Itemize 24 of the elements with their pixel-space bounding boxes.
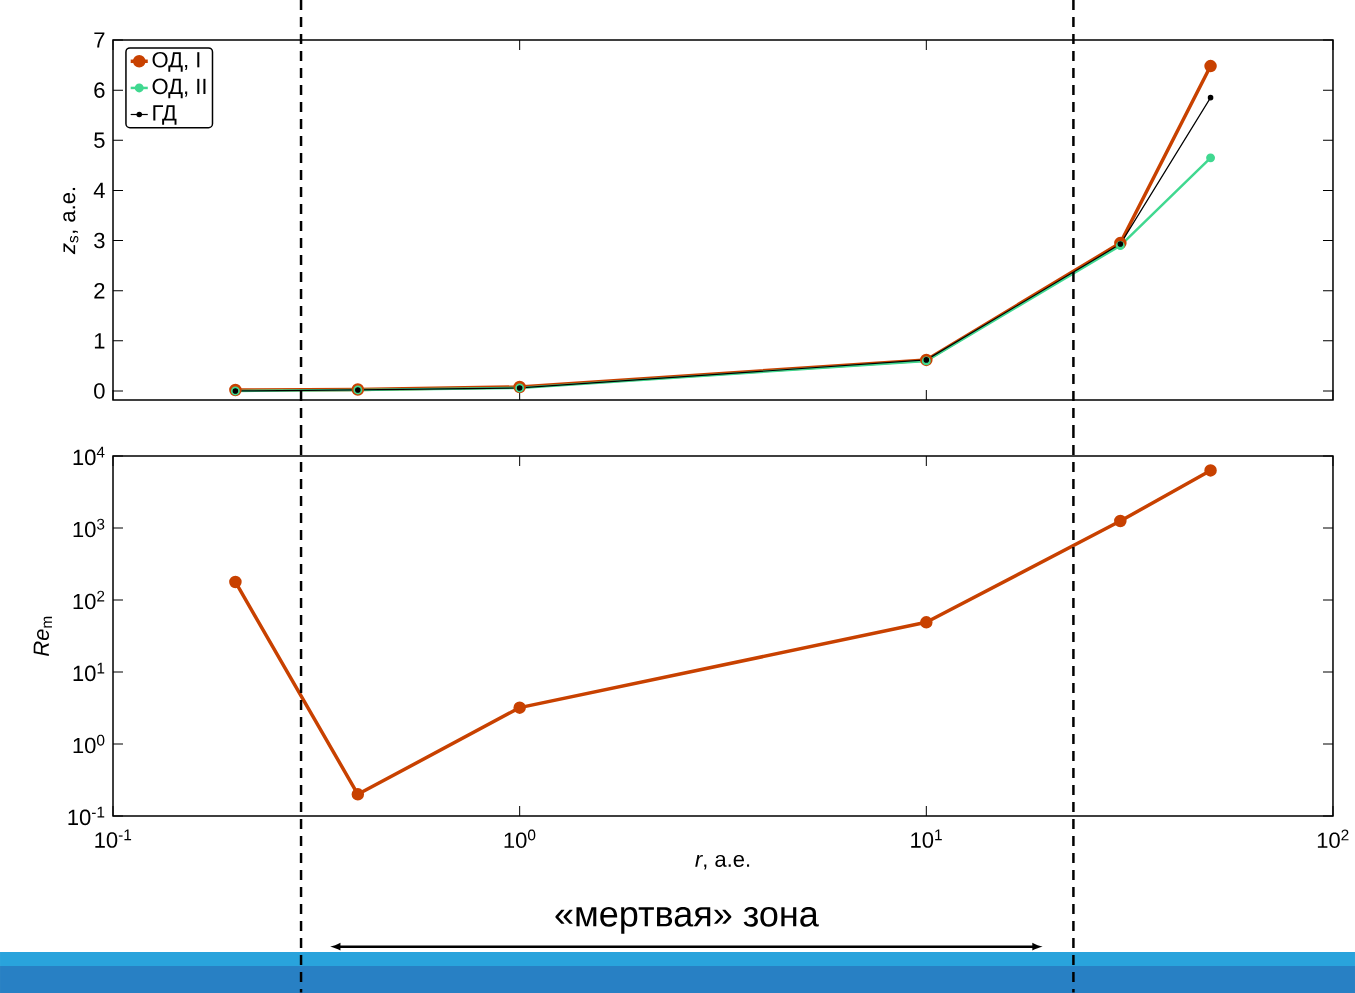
y-tick-label: 1 <box>94 333 105 349</box>
y-tick-label: 10$^{4}$ <box>73 446 105 466</box>
y-tick-label: 3 <box>94 232 105 249</box>
y-axis-title: z$_{s}$, а.е. <box>63 187 79 255</box>
y-tick-label: 0 <box>94 383 105 399</box>
y-tick-label: 10$^{2}$ <box>73 590 105 610</box>
x-tick-label: 10$^{0}$ <box>504 829 536 849</box>
y-tick-label: 10$^{0}$ <box>73 734 105 754</box>
y-tick-label: 5 <box>94 132 105 148</box>
legend-label: ОД, II <box>152 78 206 99</box>
y-tick-label: 10$^{3}$ <box>73 518 105 538</box>
legend-label: ГД <box>153 105 177 125</box>
y-tick-label: 10$^{-1}$ <box>68 806 105 826</box>
x-tick-label: 10$^{2}$ <box>1317 829 1349 849</box>
y-tick-label: 4 <box>93 182 105 198</box>
text: «мертвая» зона <box>555 906 819 934</box>
x-axis-title: r, а.е. <box>695 854 750 870</box>
y-tick-label: 6 <box>94 82 105 98</box>
x-tick-label: 10$^{1}$ <box>911 829 942 848</box>
y-tick-label: 7 <box>94 32 105 48</box>
y-tick-label: 2 <box>94 283 105 299</box>
y-tick-label: 10$^{1}$ <box>73 662 105 682</box>
y-axis-title: Re$_{m}$ <box>33 616 52 657</box>
legend-label: ОД, I <box>152 51 200 72</box>
